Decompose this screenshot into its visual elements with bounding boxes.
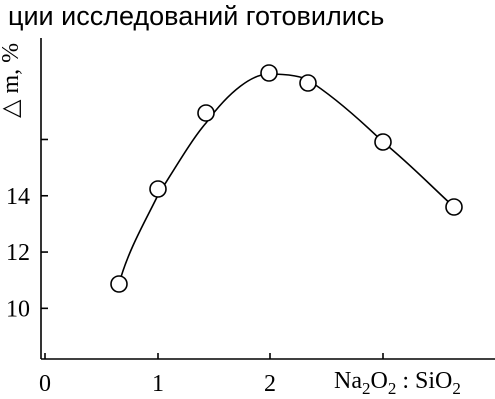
axes	[40, 38, 495, 360]
y-tick-label: 10	[6, 296, 30, 322]
x-axis-title: Na2O2 : SiO2	[334, 368, 461, 398]
x-tick-label: 0	[39, 371, 51, 397]
x-axis-title-text: Na2O2 : SiO2	[334, 368, 461, 398]
x-tick-label: 1	[152, 371, 164, 397]
header-text: ции исследований готовились	[8, 1, 384, 31]
x-tick-label: 2	[264, 371, 276, 397]
data-point	[197, 104, 215, 122]
data-point	[299, 74, 317, 92]
data-points	[110, 64, 463, 293]
y-axis-title: △ m, %	[0, 43, 24, 118]
fit-curve	[118, 73, 455, 285]
data-point	[260, 64, 278, 82]
ticks	[41, 138, 384, 359]
data-point	[110, 275, 128, 293]
data-point	[374, 133, 392, 151]
y-tick-label: 12	[6, 240, 30, 266]
data-point	[149, 180, 167, 198]
y-tick-label: 14	[6, 184, 30, 210]
data-point	[445, 198, 463, 216]
